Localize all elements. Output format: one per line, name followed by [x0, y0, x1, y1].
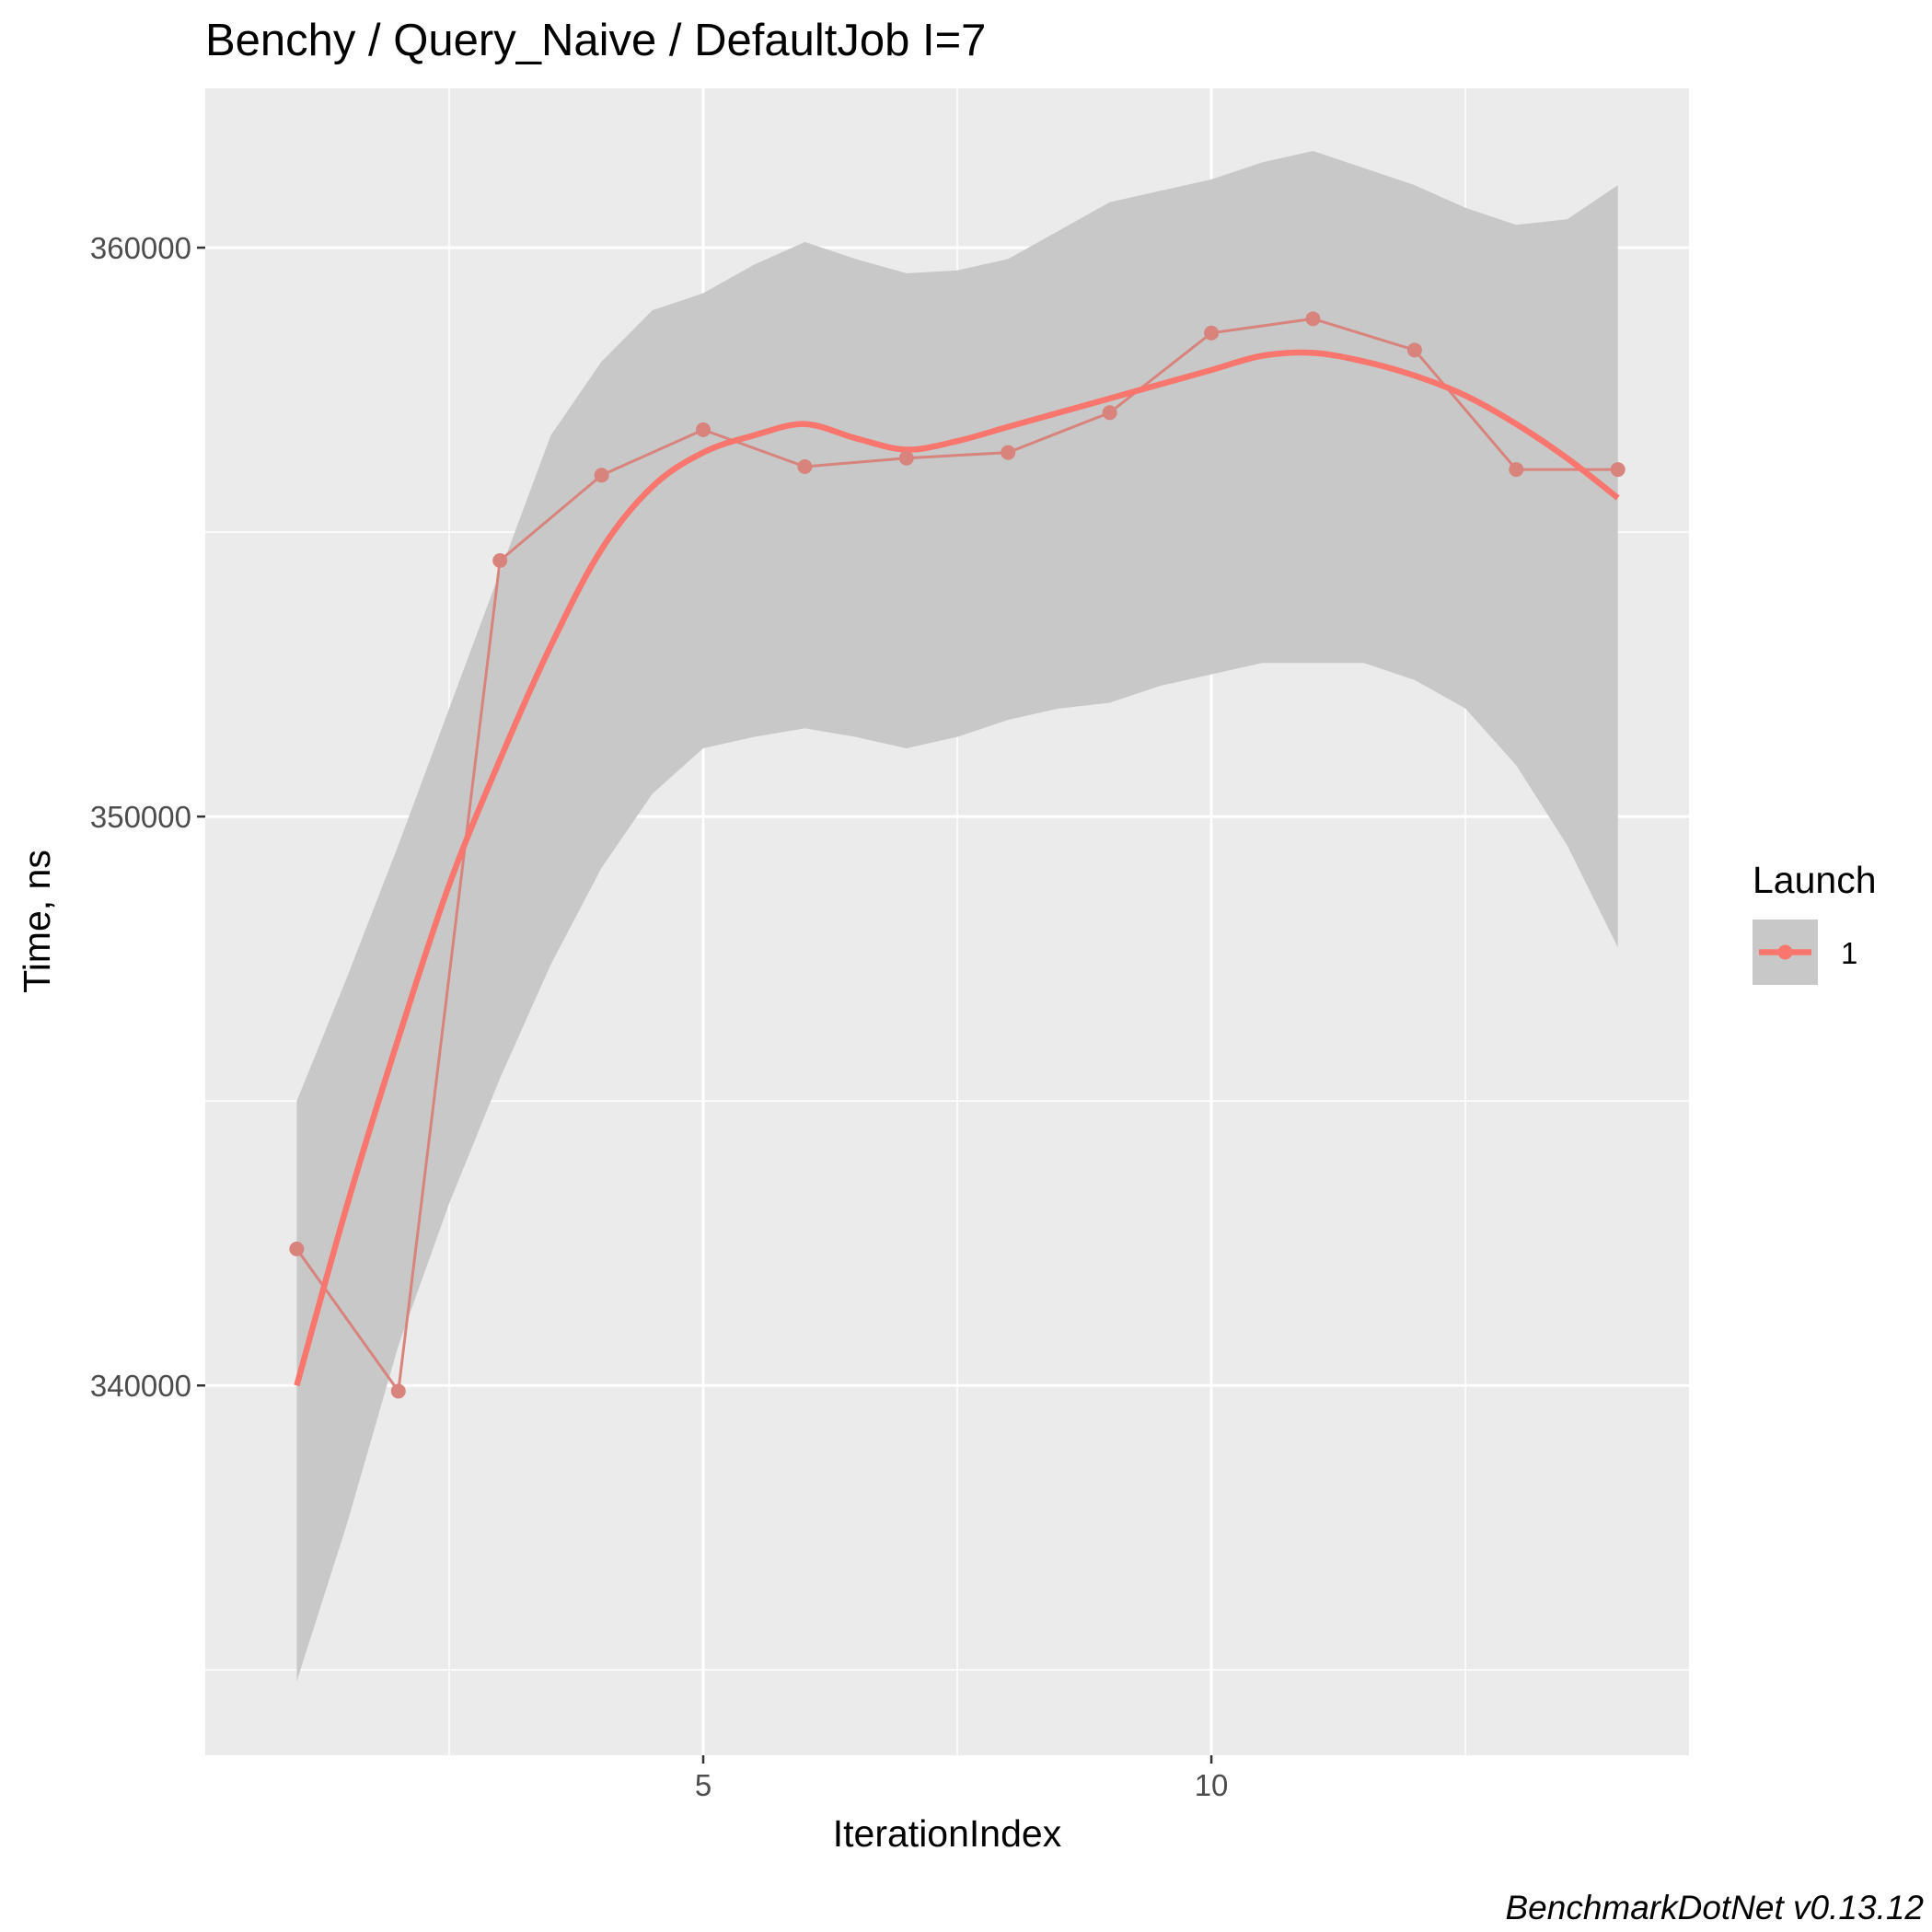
- series-line-raw: [295, 317, 1618, 1395]
- legend-key-point: [1777, 944, 1793, 960]
- data-point-9: [1102, 405, 1117, 421]
- legend-label-1: 1: [1841, 936, 1857, 970]
- data-points: [289, 311, 1625, 1399]
- y-tick-label-0: 340000: [90, 1369, 191, 1403]
- data-point-7: [898, 450, 914, 466]
- data-point-5: [696, 422, 711, 437]
- y-axis-ticks: 340000 350000 360000: [90, 231, 205, 1403]
- legend: Launch 1: [1753, 859, 1877, 985]
- y-tick-label-1: 350000: [90, 800, 191, 834]
- data-point-13: [1509, 462, 1524, 478]
- caption: BenchmarkDotNet v0.13.12: [1505, 1889, 1924, 1926]
- y-axis-title: Time, ns: [16, 850, 58, 993]
- smooth-trend-line: [294, 349, 1620, 1387]
- x-axis-title: IterationIndex: [833, 1812, 1062, 1855]
- data-point-11: [1305, 311, 1321, 327]
- x-tick-label-0: 5: [695, 1768, 711, 1802]
- data-point-14: [1610, 462, 1625, 478]
- x-tick-label-1: 10: [1195, 1768, 1229, 1802]
- data-point-4: [594, 468, 609, 483]
- data-point-1: [289, 1241, 305, 1256]
- data-point-10: [1204, 325, 1220, 341]
- y-tick-label-2: 360000: [90, 231, 191, 265]
- chart-title: Benchy / Query_Naive / DefaultJob I=7: [205, 16, 986, 65]
- legend-title: Launch: [1753, 859, 1877, 901]
- confidence-band: [296, 151, 1618, 1682]
- x-axis-ticks: 5 10: [695, 1755, 1229, 1802]
- data-point-3: [492, 553, 508, 569]
- data-point-8: [1001, 445, 1016, 460]
- data-point-6: [797, 459, 813, 475]
- data-point-12: [1406, 342, 1422, 358]
- data-point-2: [390, 1383, 406, 1399]
